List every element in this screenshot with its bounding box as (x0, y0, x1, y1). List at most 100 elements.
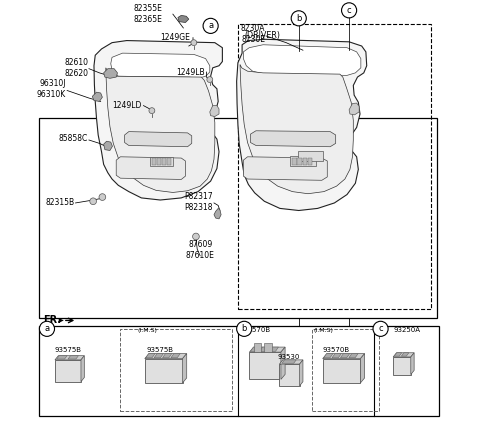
Polygon shape (411, 353, 414, 375)
Bar (264, 343, 272, 352)
Polygon shape (290, 156, 315, 166)
Bar (323, 359, 360, 383)
Text: 93250A: 93250A (394, 327, 420, 333)
Polygon shape (324, 354, 333, 358)
Polygon shape (57, 356, 67, 359)
Bar (167, 158, 171, 165)
Polygon shape (106, 68, 215, 192)
Polygon shape (111, 53, 210, 78)
Bar (38, 326, 439, 416)
Text: a: a (45, 324, 49, 333)
Circle shape (203, 19, 218, 33)
Polygon shape (125, 132, 192, 147)
Text: 82315B: 82315B (45, 197, 74, 207)
Bar (238, 24, 431, 309)
Circle shape (99, 194, 106, 200)
Circle shape (39, 321, 55, 336)
Text: 8230A
8230E: 8230A 8230E (240, 24, 265, 44)
Bar (152, 158, 156, 165)
Circle shape (192, 233, 199, 240)
Polygon shape (163, 354, 172, 358)
Circle shape (90, 198, 96, 205)
Polygon shape (260, 347, 269, 351)
Polygon shape (150, 157, 173, 166)
Polygon shape (104, 141, 112, 150)
Polygon shape (104, 69, 118, 78)
Circle shape (149, 108, 155, 114)
Polygon shape (360, 354, 365, 383)
Polygon shape (68, 356, 78, 359)
Polygon shape (116, 157, 185, 179)
Text: c: c (347, 6, 351, 15)
Text: FR.: FR. (44, 315, 61, 325)
Bar (308, 158, 312, 165)
Bar (302, 158, 307, 165)
Polygon shape (182, 354, 187, 383)
Text: 87609
87610E: 87609 87610E (186, 240, 215, 261)
Text: 93570B: 93570B (243, 327, 270, 333)
Circle shape (373, 321, 388, 336)
Bar (312, 329, 379, 411)
Text: 96310J
96310K: 96310J 96310K (36, 79, 66, 99)
Bar (298, 158, 302, 165)
Bar (157, 158, 161, 165)
Polygon shape (250, 347, 285, 352)
Polygon shape (332, 354, 341, 358)
Text: 93570B: 93570B (323, 347, 350, 353)
Polygon shape (94, 40, 222, 200)
Polygon shape (59, 318, 64, 323)
Polygon shape (171, 354, 180, 358)
Bar (55, 360, 81, 382)
Text: P82317
P82318: P82317 P82318 (184, 192, 213, 212)
Text: 93575B: 93575B (147, 347, 174, 353)
Text: (DRIVER): (DRIVER) (244, 31, 280, 40)
Text: (I.M.S): (I.M.S) (314, 328, 334, 333)
Polygon shape (81, 356, 84, 382)
Circle shape (207, 77, 213, 83)
Text: 82355E
82365E: 82355E 82365E (133, 4, 162, 24)
Polygon shape (237, 39, 367, 210)
Polygon shape (281, 347, 285, 379)
Bar (254, 343, 262, 352)
Bar (393, 357, 411, 375)
Polygon shape (349, 103, 359, 115)
Polygon shape (282, 360, 296, 363)
Bar (250, 352, 281, 379)
Circle shape (291, 11, 306, 26)
Polygon shape (393, 353, 414, 357)
Text: a: a (208, 21, 213, 30)
Text: 1249LB: 1249LB (176, 67, 204, 77)
Text: c: c (378, 324, 383, 333)
Polygon shape (269, 347, 278, 351)
Polygon shape (243, 45, 361, 75)
Circle shape (237, 321, 252, 336)
Circle shape (342, 3, 357, 18)
Polygon shape (251, 347, 260, 351)
Polygon shape (210, 106, 219, 117)
Polygon shape (154, 354, 163, 358)
Polygon shape (298, 151, 323, 161)
Polygon shape (279, 360, 303, 364)
Polygon shape (55, 356, 84, 360)
Polygon shape (240, 64, 353, 194)
Bar (162, 158, 166, 165)
Polygon shape (146, 354, 155, 358)
Bar (279, 364, 300, 386)
Polygon shape (401, 353, 409, 356)
Bar (38, 118, 437, 317)
Polygon shape (178, 16, 189, 22)
Text: 1249GE: 1249GE (161, 33, 191, 42)
Polygon shape (145, 354, 187, 359)
Text: 82610
82620: 82610 82620 (64, 58, 88, 78)
Polygon shape (340, 354, 350, 358)
Bar (292, 158, 297, 165)
Bar (145, 359, 182, 383)
Text: b: b (296, 14, 301, 23)
Polygon shape (394, 353, 402, 356)
Text: 93575B: 93575B (54, 347, 82, 353)
Circle shape (191, 40, 197, 45)
Bar (120, 329, 232, 411)
Polygon shape (300, 360, 303, 386)
Polygon shape (251, 131, 336, 147)
Polygon shape (214, 208, 221, 219)
